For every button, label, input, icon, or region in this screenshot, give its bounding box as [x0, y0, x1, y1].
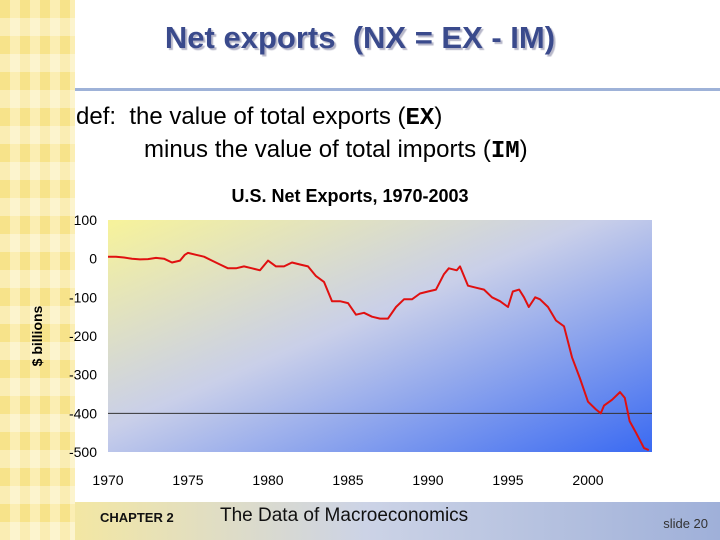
def-close-2: ): [519, 136, 528, 163]
slide-number: slide 20: [663, 516, 708, 531]
y-tick-label: -100: [69, 289, 97, 305]
book-title: The Data of Macroeconomics: [220, 505, 469, 526]
x-tick-label: 1995: [492, 472, 523, 488]
x-tick-label: 2000: [572, 472, 603, 488]
y-tick-label: 0: [89, 251, 97, 267]
definition-line-2: minus the value of total imports (IM): [144, 136, 528, 165]
x-tick-label: 1970: [92, 472, 123, 488]
x-tick-label: 1975: [172, 472, 203, 488]
x-tick-label: 1980: [252, 472, 283, 488]
def-ex: EX: [405, 105, 435, 132]
x-tick-label: 1985: [332, 472, 363, 488]
y-tick-label: -400: [69, 405, 97, 421]
y-tick-label: -200: [69, 328, 97, 344]
stripe-pattern: [0, 0, 75, 540]
def-close-1: ): [434, 103, 443, 130]
title-main: Net exports: [164, 20, 336, 55]
decorative-stripes: [0, 0, 75, 540]
title-divider: [75, 88, 720, 91]
definition-line-1: def: the value of total exports (EX): [76, 103, 442, 132]
chart-title: U.S. Net Exports, 1970-2003: [231, 186, 468, 206]
y-axis-label: $ billions: [29, 305, 45, 366]
y-tick-label: 100: [74, 212, 98, 228]
y-axis-ticks: 100 0 -100 -200 -300 -400 -500: [69, 212, 97, 460]
footer-bar: [75, 502, 720, 540]
slide-title: Net exports (NX = EX - IM): [0, 20, 720, 56]
net-exports-series-line: [108, 251, 650, 452]
y-tick-label: -500: [69, 444, 97, 460]
title-formula: (NX = EX - IM): [352, 20, 556, 55]
y-tick-label: -300: [69, 367, 97, 383]
plot-area: [108, 220, 652, 452]
series-group: [108, 251, 650, 452]
x-tick-label: 1990: [412, 472, 443, 488]
def-line2-prefix: minus the value of total imports (: [144, 136, 491, 163]
def-im: IM: [490, 138, 520, 165]
chapter-label: CHAPTER 2: [100, 510, 174, 525]
def-prefix: def: the value of total exports (: [76, 103, 406, 130]
x-axis-ticks: 1970 1975 1980 1985 1990 1995 2000: [92, 472, 603, 488]
